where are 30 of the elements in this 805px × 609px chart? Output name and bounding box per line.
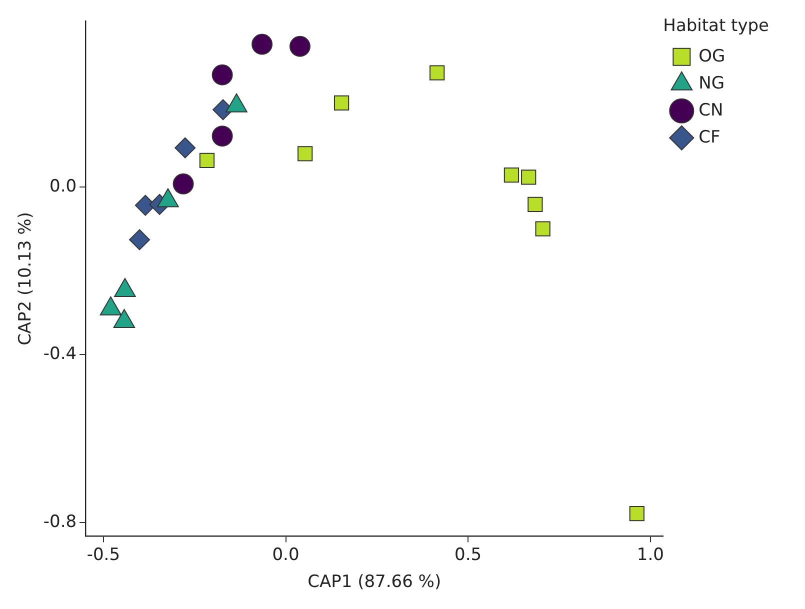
point xyxy=(199,152,215,168)
point xyxy=(252,34,273,55)
legend-label: CF xyxy=(698,127,720,148)
point xyxy=(504,168,520,183)
point xyxy=(430,65,445,80)
y-tick-label: 0.0 xyxy=(50,176,77,196)
point xyxy=(629,506,644,522)
legend-title: Habitat type xyxy=(663,16,769,36)
legend-label: OG xyxy=(698,46,726,66)
legend-label: NG xyxy=(698,73,725,94)
point xyxy=(289,36,310,57)
x-tick-label: 0.0 xyxy=(272,544,300,565)
point xyxy=(334,95,350,111)
y-tick-label: -0.8 xyxy=(43,512,77,532)
point xyxy=(174,137,196,158)
point xyxy=(528,196,543,212)
legend-label: CN xyxy=(698,100,724,120)
y-tick-label: -0.4 xyxy=(43,344,77,364)
x-tick-label: -0.5 xyxy=(86,544,120,565)
point xyxy=(535,221,550,236)
x-tick-label: 1.0 xyxy=(636,544,664,565)
point xyxy=(212,64,233,86)
point xyxy=(129,229,150,250)
x-tick-label: 0.5 xyxy=(454,544,482,565)
point xyxy=(521,170,536,185)
point xyxy=(172,173,194,194)
point xyxy=(298,146,313,162)
y-axis-title: CAP2 (10.13 %) xyxy=(16,212,36,346)
x-axis-title: CAP1 (87.66 %) xyxy=(308,572,442,592)
point xyxy=(212,126,233,147)
